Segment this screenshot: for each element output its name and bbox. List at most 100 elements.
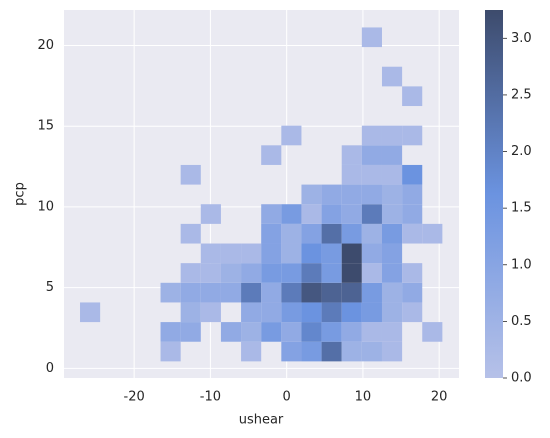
cell: [241, 341, 262, 362]
cell: [381, 322, 403, 342]
cell: [200, 204, 221, 224]
cell: [361, 263, 382, 283]
cell: [261, 204, 282, 224]
cell: [402, 263, 423, 283]
cell: [301, 184, 322, 205]
y-tick-label: 0: [46, 361, 54, 376]
cell: [381, 341, 403, 362]
cell: [321, 243, 342, 264]
cell: [321, 204, 342, 224]
cell: [341, 282, 362, 303]
cell: [402, 125, 423, 146]
cell: [261, 263, 282, 283]
y-tick-label: 20: [37, 38, 54, 53]
cell: [200, 302, 221, 323]
cell: [381, 263, 403, 283]
colorbar-tick-label: 0.5: [511, 314, 532, 329]
cell: [301, 302, 322, 323]
cell: [361, 164, 382, 185]
cell: [321, 322, 342, 342]
cell: [180, 322, 201, 342]
x-tick-label: -10: [200, 390, 221, 405]
cell: [321, 263, 342, 283]
cell: [361, 341, 382, 362]
cell: [261, 322, 282, 342]
cell: [341, 223, 362, 244]
cell: [381, 302, 403, 323]
colorbar-tick-label: 1.0: [511, 257, 532, 272]
cell: [241, 302, 262, 323]
cell: [341, 164, 362, 185]
cell: [281, 322, 302, 342]
cell: [321, 341, 342, 362]
cell: [381, 223, 403, 244]
cell: [341, 341, 362, 362]
colorbar-tick-label: 0.0: [511, 371, 532, 386]
cell: [361, 125, 382, 146]
cell: [160, 282, 181, 303]
cell: [341, 322, 362, 342]
cell: [301, 341, 322, 362]
cell: [422, 322, 443, 342]
colorbar-tick-label: 1.5: [511, 201, 532, 216]
colorbar: [485, 10, 503, 378]
cell: [220, 282, 242, 303]
colorbar-tick-label: 3.0: [511, 31, 532, 46]
cell: [341, 145, 362, 165]
x-tick-label: 0: [283, 390, 291, 405]
cell: [301, 282, 322, 303]
cell: [261, 302, 282, 323]
cell: [301, 263, 322, 283]
cell: [281, 125, 302, 146]
y-tick-label: 5: [46, 280, 54, 295]
cell: [341, 302, 362, 323]
x-tick-label: -20: [124, 390, 145, 405]
cell: [381, 164, 403, 185]
cell: [241, 282, 262, 303]
cell: [301, 243, 322, 264]
colorbar-tick-label: 2.0: [511, 144, 532, 159]
cell: [321, 282, 342, 303]
cell: [402, 164, 423, 185]
cell: [220, 322, 242, 342]
cell: [261, 243, 282, 264]
x-tick-label: 20: [431, 390, 448, 405]
cell: [220, 263, 242, 283]
cell: [361, 243, 382, 264]
cell: [261, 282, 282, 303]
cell: [261, 145, 282, 165]
cell: [361, 282, 382, 303]
cell: [361, 204, 382, 224]
cell: [261, 223, 282, 244]
cell: [361, 302, 382, 323]
cell: [281, 204, 302, 224]
cell: [381, 125, 403, 146]
cell: [361, 223, 382, 244]
cell: [281, 302, 302, 323]
cell: [241, 243, 262, 264]
cell: [200, 243, 221, 264]
cell: [381, 243, 403, 264]
cell: [220, 243, 242, 264]
cell: [321, 302, 342, 323]
cell: [422, 223, 443, 244]
x-axis-label: ushear: [239, 413, 284, 428]
cell: [281, 282, 302, 303]
cell: [180, 282, 201, 303]
cell: [402, 302, 423, 323]
y-tick-label: 10: [37, 199, 54, 214]
cell: [381, 184, 403, 205]
cell: [281, 341, 302, 362]
cell: [341, 263, 362, 283]
cell: [321, 184, 342, 205]
cell: [402, 184, 423, 205]
x-tick-label: 10: [355, 390, 372, 405]
cell: [341, 243, 362, 264]
cell: [180, 263, 201, 283]
cell: [361, 145, 382, 165]
cell: [281, 223, 302, 244]
cell: [160, 322, 181, 342]
cell: [361, 322, 382, 342]
cell: [341, 184, 362, 205]
cell: [301, 204, 322, 224]
